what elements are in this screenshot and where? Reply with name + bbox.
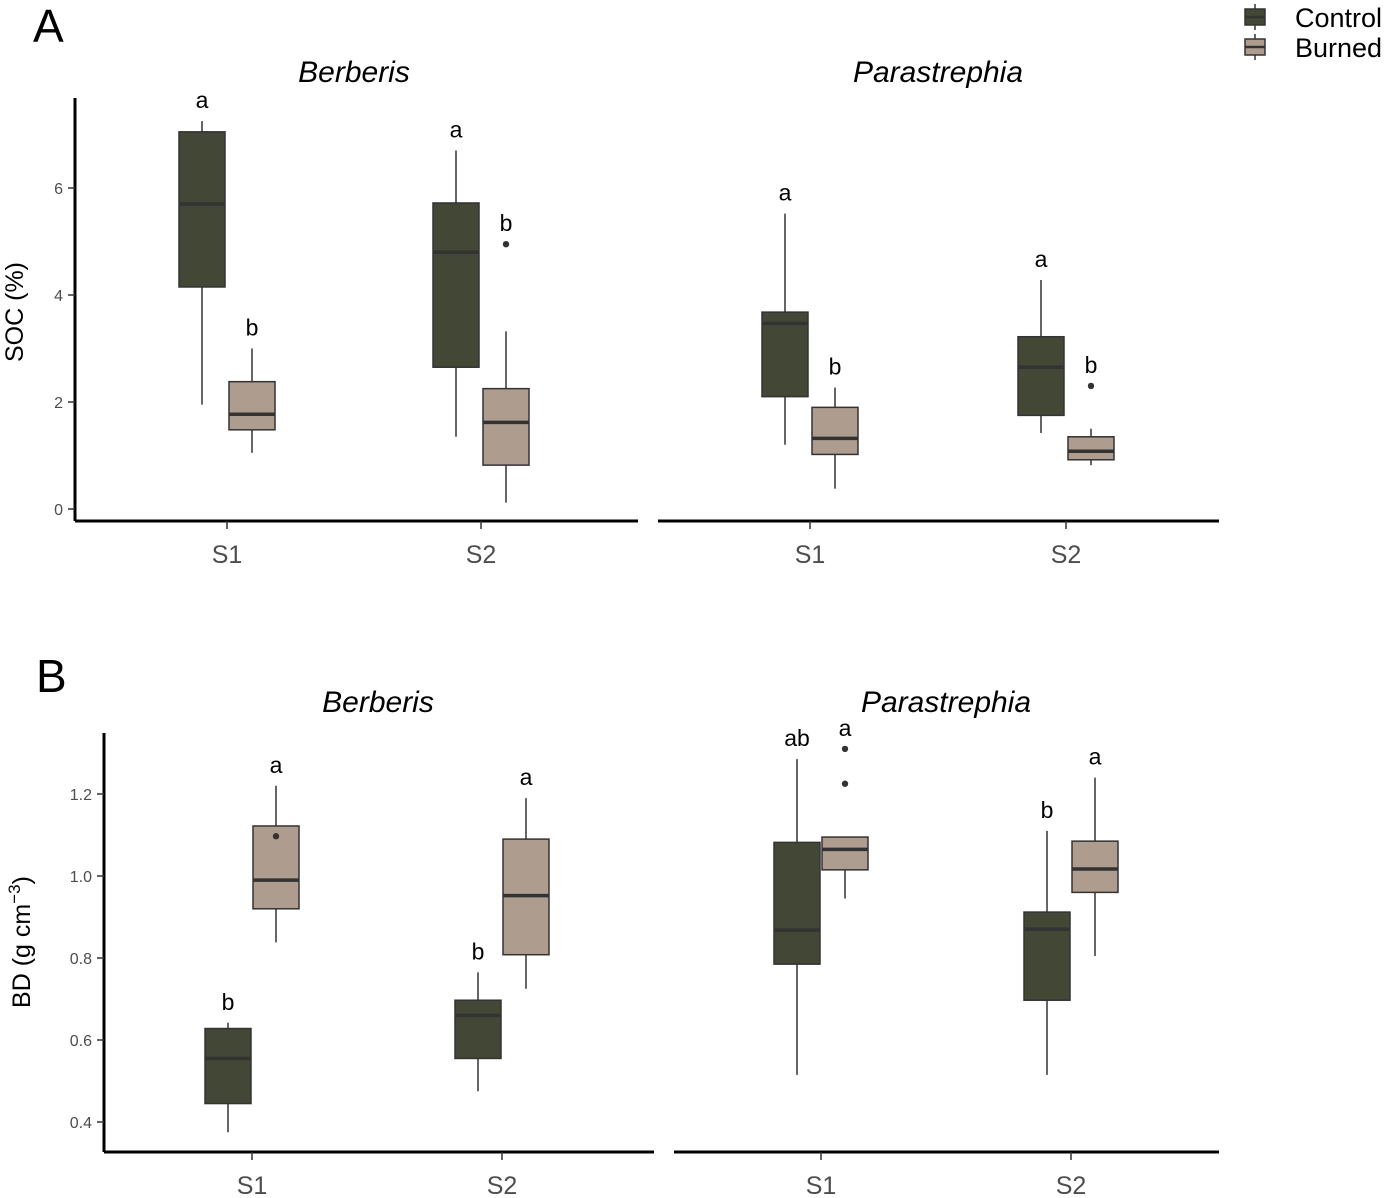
box-b-0-1-control-letter: b xyxy=(472,938,485,964)
box-b-1-0-burned: a xyxy=(821,715,869,899)
x-tick-label-a-0-1: S2 xyxy=(466,541,497,569)
box-a-0-1-control: a xyxy=(432,117,480,437)
box-a-0-0-burned: b xyxy=(228,315,276,453)
box-b-0-1-control-iqr xyxy=(454,999,502,1060)
y-tick-label-a-0: 0 xyxy=(54,502,63,519)
x-tick-label-a-1-0: S1 xyxy=(795,541,826,569)
box-a-1-0-burned-iqr xyxy=(811,406,859,456)
box-a-1-0-burned: b xyxy=(811,354,859,489)
legend-control-label: Control xyxy=(1295,3,1382,33)
box-b-1-0-burned-iqr xyxy=(821,836,869,871)
x-tick-label-a-1-1: S2 xyxy=(1051,541,1082,569)
panel-letter-a: A xyxy=(33,0,64,52)
legend-burned-label: Burned xyxy=(1295,33,1382,63)
box-b-1-1-burned: a xyxy=(1071,744,1119,956)
box-a-0-0-control-letter: a xyxy=(196,87,209,113)
box-b-1-0-burned-letter: a xyxy=(839,715,852,741)
box-a-0-1-burned-outlier-0 xyxy=(502,240,510,248)
box-b-1-1-control: b xyxy=(1023,797,1071,1075)
y-axis-label-bd: BD (g cm−3) xyxy=(5,876,36,1008)
box-a-1-1-control-letter: a xyxy=(1035,246,1048,272)
y-tick-label-a-2: 4 xyxy=(54,288,63,305)
box-a-0-0-control: a xyxy=(178,87,226,405)
box-b-1-1-burned-letter: a xyxy=(1089,744,1102,770)
box-b-0-1-control: b xyxy=(454,938,502,1092)
box-a-0-0-control-iqr xyxy=(178,131,226,288)
box-b-1-1-control-letter: b xyxy=(1041,797,1054,823)
y-tick-label-a-3: 6 xyxy=(54,181,63,198)
y-tick-label-a-1: 2 xyxy=(54,395,63,412)
box-a-1-1-control-iqr xyxy=(1017,335,1065,417)
box-b-1-0-control: ab xyxy=(773,725,821,1075)
y-tick-label-b-2: 0.8 xyxy=(70,951,92,968)
box-b-1-0-control-iqr xyxy=(773,841,821,965)
box-b-0-1-burned-letter: a xyxy=(520,764,533,790)
facet-title-a-parastrephia: Parastrephia xyxy=(853,56,1023,89)
box-b-0-0-control: b xyxy=(204,989,252,1133)
panel-letter-b: B xyxy=(36,650,67,702)
box-a-1-0-burned-letter: b xyxy=(829,354,842,380)
x-tick-label-b-0-1: S2 xyxy=(487,1172,518,1198)
box-a-1-1-burned-outlier-0 xyxy=(1087,382,1095,390)
x-tick-label-b-1-0: S1 xyxy=(806,1172,837,1198)
facet-title-a-berberis: Berberis xyxy=(298,56,410,89)
box-b-0-0-burned: a xyxy=(252,752,300,943)
box-a-1-0-control-iqr xyxy=(761,311,809,398)
facet-title-b-berberis: Berberis xyxy=(322,686,434,719)
box-a-0-0-burned-letter: b xyxy=(246,315,259,341)
box-a-1-0-control-letter: a xyxy=(779,180,792,206)
box-b-1-0-burned-outlier-1 xyxy=(841,745,849,753)
box-b-1-1-burned-iqr xyxy=(1071,840,1119,894)
x-tick-label-a-0-0: S1 xyxy=(212,541,243,569)
box-a-0-1-control-letter: a xyxy=(450,117,463,143)
box-b-1-0-burned-outlier-0 xyxy=(841,780,849,787)
box-a-0-1-burned: b xyxy=(482,210,530,503)
legend: Control Burned xyxy=(1244,3,1382,63)
box-a-1-1-burned: b xyxy=(1067,352,1115,466)
x-tick-label-b-1-1: S2 xyxy=(1056,1172,1087,1198)
box-b-0-0-burned-letter: a xyxy=(270,752,283,778)
box-a-0-1-burned-letter: b xyxy=(500,210,513,236)
box-b-0-1-burned: a xyxy=(502,764,550,989)
box-b-0-0-control-iqr xyxy=(204,1027,252,1105)
box-a-0-0-burned-iqr xyxy=(228,380,276,431)
box-b-0-0-burned-iqr xyxy=(252,825,300,910)
box-b-1-1-control-iqr xyxy=(1023,911,1071,1001)
y-axis-label-bd-sup: −3 xyxy=(5,884,24,903)
box-b-0-0-burned-outlier-0 xyxy=(272,833,280,840)
box-a-0-1-burned-iqr xyxy=(482,387,530,466)
box-b-1-0-control-letter: ab xyxy=(784,725,810,751)
y-tick-label-b-4: 1.2 xyxy=(70,787,92,804)
plot-layer: 0246S1abS2abS1abS2ab0.40.60.81.01.2S1baS… xyxy=(54,87,1219,1198)
box-a-1-1-burned-letter: b xyxy=(1085,352,1098,378)
facet-title-b-parastrephia: Parastrephia xyxy=(861,686,1031,719)
y-tick-label-b-0: 0.4 xyxy=(70,1115,92,1132)
box-a-1-1-control: a xyxy=(1017,246,1065,434)
y-tick-label-b-3: 1.0 xyxy=(70,869,92,886)
box-a-1-1-burned-iqr xyxy=(1067,436,1115,461)
y-axis-label-soc: SOC (%) xyxy=(1,262,29,362)
box-a-1-0-control: a xyxy=(761,180,809,445)
y-axis-label-bd-main: BD (g cm xyxy=(8,904,36,1008)
box-b-0-0-control-letter: b xyxy=(222,989,235,1015)
y-tick-label-b-1: 0.6 xyxy=(70,1033,92,1050)
box-a-0-1-control-iqr xyxy=(432,202,480,368)
y-axis-label-bd-end: ) xyxy=(8,876,36,884)
x-tick-label-b-0-0: S1 xyxy=(237,1172,268,1198)
